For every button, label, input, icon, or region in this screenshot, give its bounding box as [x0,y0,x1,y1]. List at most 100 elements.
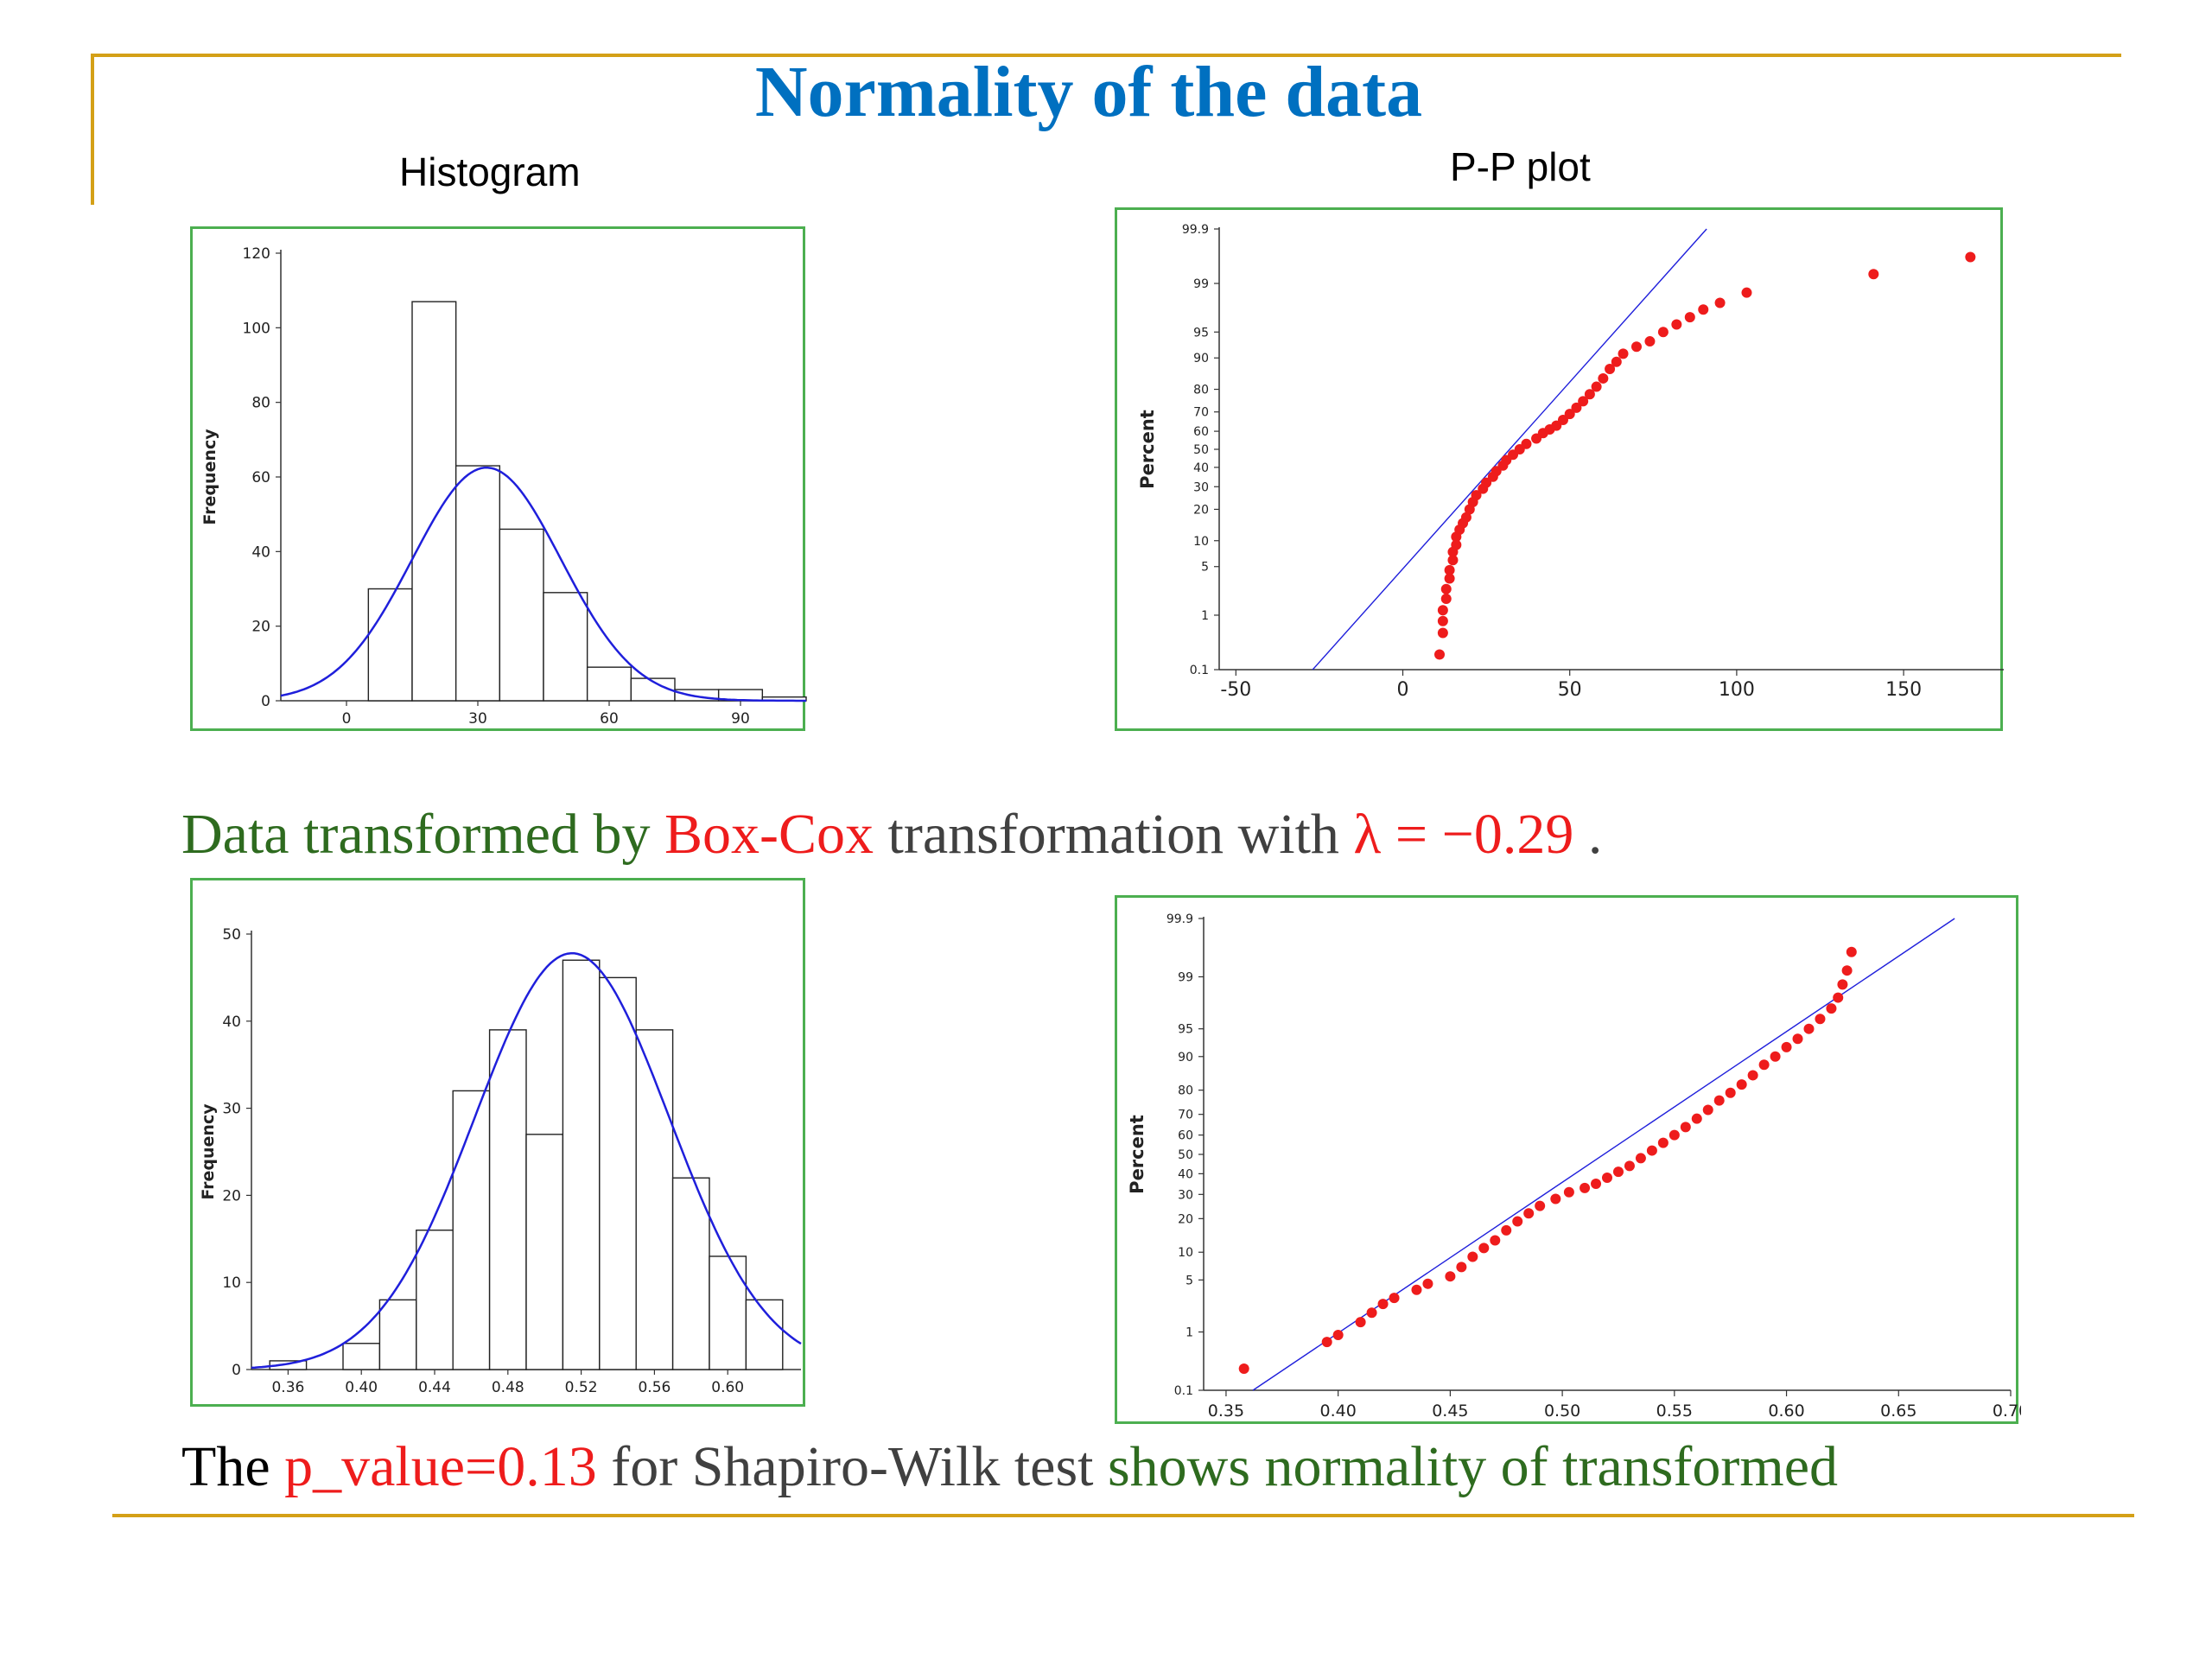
data-point [1422,1278,1433,1289]
data-point [1770,1051,1781,1062]
conclusion-statement: The p_value=0.13 for Shapiro-Wilk test s… [181,1434,1838,1500]
y-tick-label: 70 [1193,406,1209,420]
y-tick-label: 60 [251,469,270,486]
data-point [1411,1284,1422,1295]
transform-statement: Data transformed by Box-Cox transformati… [181,802,1602,868]
data-point [1490,1235,1501,1246]
data-point [1837,979,1848,990]
data-point [1684,312,1695,323]
y-tick-label: 40 [1178,1167,1193,1181]
data-point [1635,1153,1646,1164]
data-point [1512,1216,1523,1227]
histogram-caption: Histogram [399,149,581,194]
data-point [1630,341,1642,353]
y-tick-label: 90 [1178,1051,1193,1065]
histogram-bar [378,1299,417,1370]
histogram-boxcox-svg: 0 10 20 30 40 50 0.36 0.40 0.44 0.48 0.52 0.56 0.60 F… [199,926,802,1396]
data-point [1803,1023,1815,1034]
data-point [1580,1182,1591,1193]
data-point [1792,1033,1803,1045]
y-tick-label: 0 [261,693,270,710]
data-point [1501,1224,1512,1236]
y-tick-label: 0.1 [1190,664,1209,677]
y-tick-label: 30 [1178,1188,1193,1202]
y-tick-label: 99.9 [1182,223,1209,237]
data-point [1605,364,1616,375]
pp-plot-boxcox-svg: 0.1 1 5 10 20 30 40 50 60 70 80 90 95 99 99.9 0.35 0.40 0… [1127,912,2021,1421]
y-tick-label: 30 [1193,480,1209,494]
x-tick-label: 0.65 [1880,1402,1916,1421]
data-point [1440,583,1452,594]
y-tick-label: 20 [1178,1212,1193,1226]
x-tick-label: 0.40 [1320,1402,1357,1421]
y-tick-label: 10 [222,1274,241,1292]
pp-plot-raw-svg: 0.1 1 5 10 20 30 40 50 60 70 80 90 95 99 99.9 -50 0 50 100… [1137,223,2004,701]
slide-title: Normality of the data [754,52,1423,132]
data-point [1564,409,1575,420]
histogram-bar [635,1029,674,1370]
data-point [1355,1317,1366,1328]
y-axis-title: Frequency [199,1103,218,1200]
data-point [1611,356,1622,367]
histogram-bar [543,592,588,702]
pp-plot-caption: P-P plot [1450,144,1591,189]
data-point [1598,372,1609,384]
histogram-bar [452,1090,491,1370]
x-tick-label: 0.60 [711,1379,744,1396]
y-tick-label: 0 [232,1362,241,1379]
conclusion-text-2: for Shapiro-Wilk test [596,1435,1108,1498]
data-point [1846,946,1857,957]
transform-text-1: Data transformed by [181,803,664,866]
data-point [1445,1271,1456,1282]
conclusion-text-3: shows normality of transformed [1108,1435,1839,1498]
y-tick-label: 95 [1178,1023,1193,1037]
data-point [1736,1079,1747,1090]
y-tick-label: 40 [1193,461,1209,475]
y-tick-label: 5 [1201,561,1209,575]
y-tick-label: 20 [1193,503,1209,517]
data-point [1781,1041,1792,1052]
x-tick-label: 0.36 [271,1379,304,1396]
x-tick-label: 0 [1397,679,1409,701]
data-point [1833,992,1844,1003]
data-point [1691,1113,1702,1124]
x-tick-label: 50 [1558,679,1582,701]
data-point [1747,1070,1758,1081]
y-tick-label: 20 [222,1187,241,1205]
data-point [1591,1179,1602,1190]
y-tick-label: 5 [1185,1274,1193,1287]
x-tick-label: 0.40 [345,1379,378,1396]
bottom-rule [112,1514,2134,1517]
data-point [1815,1014,1826,1025]
data-point [1478,1243,1490,1254]
data-point [1557,414,1568,425]
data-point [1521,438,1532,449]
data-point [1618,348,1629,359]
y-tick-label: 10 [1193,535,1209,549]
x-tick-label: 0.60 [1768,1402,1804,1421]
data-point [1714,297,1726,308]
data-point [1698,304,1709,315]
data-point [1437,615,1448,626]
y-tick-label: 70 [1178,1109,1193,1122]
data-point [1456,1262,1467,1273]
x-tick-label: 0.35 [1208,1402,1244,1421]
data-point [1444,573,1455,584]
data-point [1332,1329,1344,1340]
transform-text-2: transformation with [874,803,1354,866]
data-point [1584,389,1595,400]
transform-text-3: . [1573,803,1603,866]
box-cox-label: Box-Cox [664,803,874,866]
y-tick-label: 50 [222,926,241,944]
y-tick-label: 95 [1193,326,1209,340]
data-point [1657,1137,1669,1148]
histogram-boxcox-chart: 0 10 20 30 40 50 0.36 0.40 0.44 0.48 0.52 0.56 0.60 F… [190,878,805,1407]
histogram-bar [488,1029,527,1370]
y-tick-label: 1 [1201,609,1209,623]
y-tick-label: 50 [1193,443,1209,457]
histogram-bar [709,1255,747,1370]
pp-plot-raw-chart: 0.1 1 5 10 20 30 40 50 60 70 80 90 95 99 99.9 -50 0 50 100… [1115,207,2004,731]
data-point [1451,539,1462,550]
normal-fit-curve [280,466,806,702]
